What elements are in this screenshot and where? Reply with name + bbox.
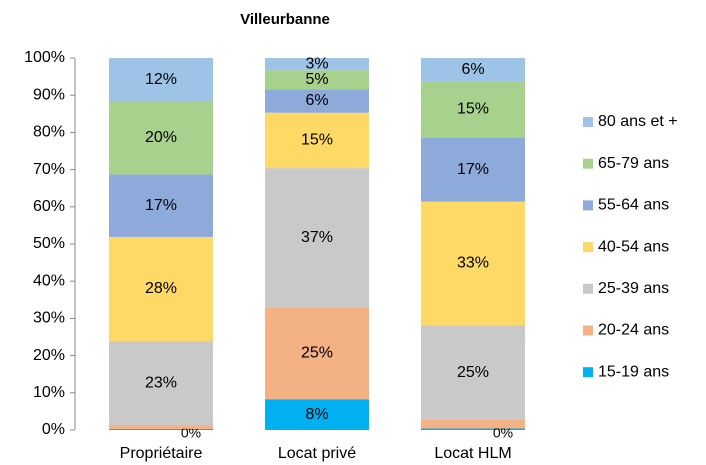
- data-label: 17%: [145, 197, 177, 214]
- data-label: 25%: [301, 345, 333, 362]
- bar-segment: [421, 325, 525, 420]
- bar-segment: [421, 137, 525, 202]
- bar-segment: [109, 341, 213, 426]
- bar-segment: [265, 307, 369, 400]
- data-label: 6%: [305, 92, 328, 109]
- x-tick-label: Propriétaire: [120, 445, 203, 462]
- y-tick-label: 20%: [33, 347, 65, 364]
- y-tick-label: 50%: [33, 235, 65, 252]
- chart-title: Villeurbanne: [240, 11, 330, 28]
- bar-segment: [421, 419, 525, 429]
- legend-swatch: [583, 158, 593, 169]
- bar-segment: [265, 168, 369, 308]
- data-label: 28%: [145, 280, 177, 297]
- bar-segment: [109, 428, 213, 430]
- data-label: 8%: [305, 406, 328, 423]
- bar-segment: [109, 425, 213, 429]
- legend-swatch: [583, 117, 593, 127]
- legend-label: 65-79 ans: [598, 155, 669, 172]
- bar-segment: [265, 89, 369, 113]
- y-tick-label: 10%: [33, 384, 65, 401]
- legend-swatch: [583, 367, 593, 378]
- data-label: 23%: [145, 375, 177, 392]
- y-tick-label: 60%: [33, 198, 65, 215]
- y-tick-label: 0%: [42, 421, 65, 438]
- data-label: 20%: [145, 129, 177, 146]
- bar-segment: [109, 58, 213, 102]
- bar-segment: [421, 201, 525, 326]
- data-label: 15%: [301, 132, 333, 149]
- data-label: 33%: [457, 255, 489, 272]
- y-tick-label: 80%: [33, 124, 65, 141]
- y-tick-label: 30%: [33, 310, 65, 327]
- data-label: 17%: [457, 161, 489, 178]
- y-tick-label: 100%: [24, 49, 65, 66]
- bar-segment: [265, 58, 369, 71]
- bar-segment: [421, 428, 525, 430]
- legend-label: 55-64 ans: [598, 197, 669, 214]
- legend-label: 40-54 ans: [598, 238, 669, 255]
- bar-segment: [265, 399, 369, 430]
- legend-swatch: [583, 325, 593, 336]
- legend-swatch: [583, 242, 593, 253]
- legend-label: 15-19 ans: [598, 363, 669, 380]
- bar-segment: [421, 58, 525, 82]
- y-tick-label: 40%: [33, 272, 65, 289]
- bar-segment: [109, 174, 213, 237]
- data-label: 6%: [461, 61, 484, 78]
- legend-swatch: [583, 283, 593, 294]
- legend-label: 25-39 ans: [598, 280, 669, 297]
- data-label: 25%: [457, 364, 489, 381]
- legend-label: 80 ans et +: [598, 113, 678, 130]
- x-tick-label: Locat privé: [278, 445, 356, 462]
- data-label: 37%: [301, 229, 333, 246]
- legend-swatch: [583, 200, 593, 211]
- data-label: 5%: [305, 71, 328, 88]
- bar-segment: [421, 81, 525, 138]
- bar-segment: [265, 112, 369, 169]
- data-label: 0%: [493, 425, 513, 441]
- bar-segment: [109, 236, 213, 342]
- y-tick-label: 70%: [33, 161, 65, 178]
- data-label: 3%: [305, 55, 328, 72]
- bar-segment: [265, 70, 369, 90]
- data-label: 12%: [145, 71, 177, 88]
- data-label: 15%: [457, 101, 489, 118]
- bar-segment: [109, 101, 213, 175]
- legend-label: 20-24 ans: [598, 322, 669, 339]
- x-tick-label: Locat HLM: [434, 445, 511, 462]
- y-tick-label: 90%: [33, 86, 65, 103]
